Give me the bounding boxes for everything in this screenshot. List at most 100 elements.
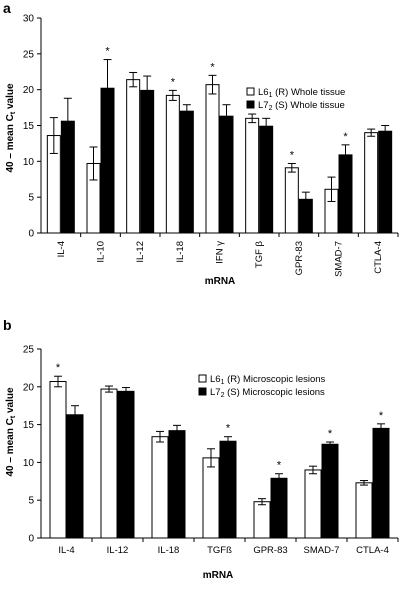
panel-a-y-axis-title: 40 – mean Ct value [5, 83, 17, 173]
panel-a-legend-swatch-2 [246, 100, 255, 109]
panel-a-bar [259, 125, 274, 234]
panel-b-significance-marker: * [379, 410, 384, 422]
panel-b-legend-label-1: L61 (R) Microscopic lesions [210, 374, 326, 386]
panel-a-label: a [3, 0, 11, 16]
panel-b-bar [168, 430, 186, 539]
panel-b-y-axis-title-sub: t [10, 415, 17, 418]
panel-a-y-axis-title-main: 40 – mean C [5, 114, 16, 172]
panel-a-bar [219, 115, 234, 234]
panel-b-y-tick-label: 15 [23, 420, 35, 431]
panel-b-x-tick-label: IL-12 [107, 545, 129, 556]
panel-a-x-tick-label: SMAD-7 [334, 241, 345, 277]
panel-b-bar [270, 477, 288, 539]
panel-a-y-tick-label: 20 [23, 85, 35, 96]
panel-a-bar [338, 154, 353, 234]
panel-a-legend-label-1-main: L6 [258, 87, 269, 98]
panel-b-x-tick-label: GPR-83 [253, 545, 287, 556]
panel-a-legend-label-2-sub: 2 [269, 105, 273, 112]
panel-b-significance-marker: * [56, 362, 61, 374]
panel-a-legend-label-2: L72 (S) Whole tissue [258, 100, 345, 112]
panel-b-x-tick-label: SMAD-7 [304, 545, 340, 556]
panel-b-x-tick-label: IL-18 [158, 545, 180, 556]
panel-a-x-tick-label: GPR-83 [294, 241, 305, 275]
panel-b-x-axis-title: mRNA [203, 570, 234, 581]
panel-a-x-axis-title: mRNA [205, 276, 236, 287]
panel-b-bar [321, 443, 339, 539]
panel-b-legend-label-2-tail: (S) Microscopic lesions [224, 387, 325, 398]
panel-b-legend-label-1-sub: 1 [221, 379, 225, 386]
panel-b-bar [253, 501, 271, 539]
panel-b-plot-area: 0 5 10 15 20 25 * IL-4 IL-12 IL-18 * TGFß * GPR-83 * SM… [23, 345, 399, 556]
panel-b-legend-label-1-tail: (R) Microscopic lesions [224, 374, 325, 385]
panel-b-legend-label-1-main: L6 [210, 374, 221, 385]
panel-a-significance-marker: * [210, 61, 215, 73]
panel-a-bar [364, 132, 379, 234]
panel-a-y-tick-label: 10 [23, 157, 35, 168]
panel-b-x-tick-label: IL-4 [58, 545, 74, 556]
panel-a-bar [165, 94, 180, 234]
panel-b-significance-marker: * [226, 423, 231, 435]
panel-b-legend: L61 (R) Microscopic lesions L72 (S) Micr… [198, 374, 326, 399]
panel-a-bar [126, 79, 141, 234]
panel-b-bar [355, 482, 373, 539]
panel-b-significance-marker: * [277, 460, 282, 472]
panel-a-plot-area: 0 5 10 15 20 25 30 IL-4 * IL-10 IL-12 * IL-18 * IFN γ T… [23, 14, 399, 277]
panel-a: a 0 5 10 15 20 25 30 IL-4 * IL-10 IL-12 * IL-18 * IFN … [3, 0, 399, 287]
panel-a-legend: L61 (R) Whole tissue L72 (S) Whole tissu… [246, 87, 345, 112]
panel-b-bar [117, 390, 135, 539]
panel-a-significance-marker: * [171, 76, 176, 88]
panel-a-bar [140, 89, 155, 234]
panel-a-y-tick-label: 25 [23, 49, 35, 60]
panel-a-significance-marker: * [290, 149, 295, 161]
panel-a-x-tick-label: IL-4 [56, 241, 67, 257]
panel-b-bar [372, 427, 390, 539]
panel-b-bar [100, 388, 118, 539]
panel-b-bar [49, 381, 67, 539]
panel-a-bar [378, 130, 393, 234]
panel-b-bar [202, 457, 220, 539]
panel-b-legend-swatch-2 [198, 387, 207, 396]
panel-b-y-axis-title-tail: value [5, 387, 16, 416]
panel-b-x-tick-label: TGFß [207, 545, 232, 556]
panel-b-legend-label-2-sub: 2 [221, 392, 225, 399]
panel-a-legend-label-2-main: L7 [258, 100, 269, 111]
panel-a-legend-label-1-tail: (R) Whole tissue [272, 87, 345, 98]
panel-b-x-tick-label: CTLA-4 [356, 545, 389, 556]
panel-b-bar [219, 440, 237, 539]
panel-b-y-tick-label: 25 [23, 345, 35, 356]
panel-a-y-axis-title-sub: t [10, 111, 17, 114]
panel-a-bar [284, 167, 299, 234]
panel-b-bar [66, 414, 84, 539]
panel-b-y-axis-title-main: 40 – mean C [5, 418, 16, 476]
panel-a-y-tick-label: 5 [28, 193, 34, 204]
panel-a-significance-marker: * [343, 131, 348, 143]
panel-b-y-tick-label: 10 [23, 458, 35, 469]
panel-a-y-tick-label: 0 [28, 229, 34, 240]
panel-a-legend-swatch-1 [246, 87, 255, 96]
panel-b-bar [304, 469, 322, 539]
panel-a-bar [245, 117, 260, 234]
panel-a-x-tick-label: IL-10 [96, 241, 107, 263]
panel-b-legend-label-2: L72 (S) Microscopic lesions [210, 387, 325, 399]
panel-a-y-tick-label: 15 [23, 121, 35, 132]
panel-b-legend-label-2-main: L7 [210, 387, 221, 398]
panel-a-y-axis-title-tail: value [5, 83, 16, 112]
panel-a-x-tick-label: IL-12 [135, 241, 146, 263]
panel-a-bar [179, 110, 194, 234]
panel-a-significance-marker: * [105, 46, 110, 58]
panel-b: b 0 5 10 15 20 25 * IL-4 IL-12 IL-18 * TGFß * GPR-83 *… [3, 317, 399, 581]
panel-a-y-tick-label: 30 [23, 14, 35, 25]
panel-b-y-tick-label: 5 [28, 496, 34, 507]
panel-a-legend-label-2-tail: (S) Whole tissue [272, 100, 344, 111]
panel-b-y-axis-title: 40 – mean Ct value [5, 387, 17, 477]
panel-b-label: b [3, 317, 12, 333]
panel-b-significance-marker: * [328, 428, 333, 440]
panel-a-legend-label-1-sub: 1 [269, 92, 273, 99]
panel-a-x-tick-label: IFN γ [215, 241, 226, 264]
panel-a-bar [205, 84, 220, 234]
panel-a-x-tick-label: TGF β [254, 240, 265, 268]
panel-a-legend-label-1: L61 (R) Whole tissue [258, 87, 345, 99]
panel-a-x-tick-label: CTLA-4 [373, 241, 384, 274]
panel-b-legend-swatch-1 [198, 374, 207, 383]
